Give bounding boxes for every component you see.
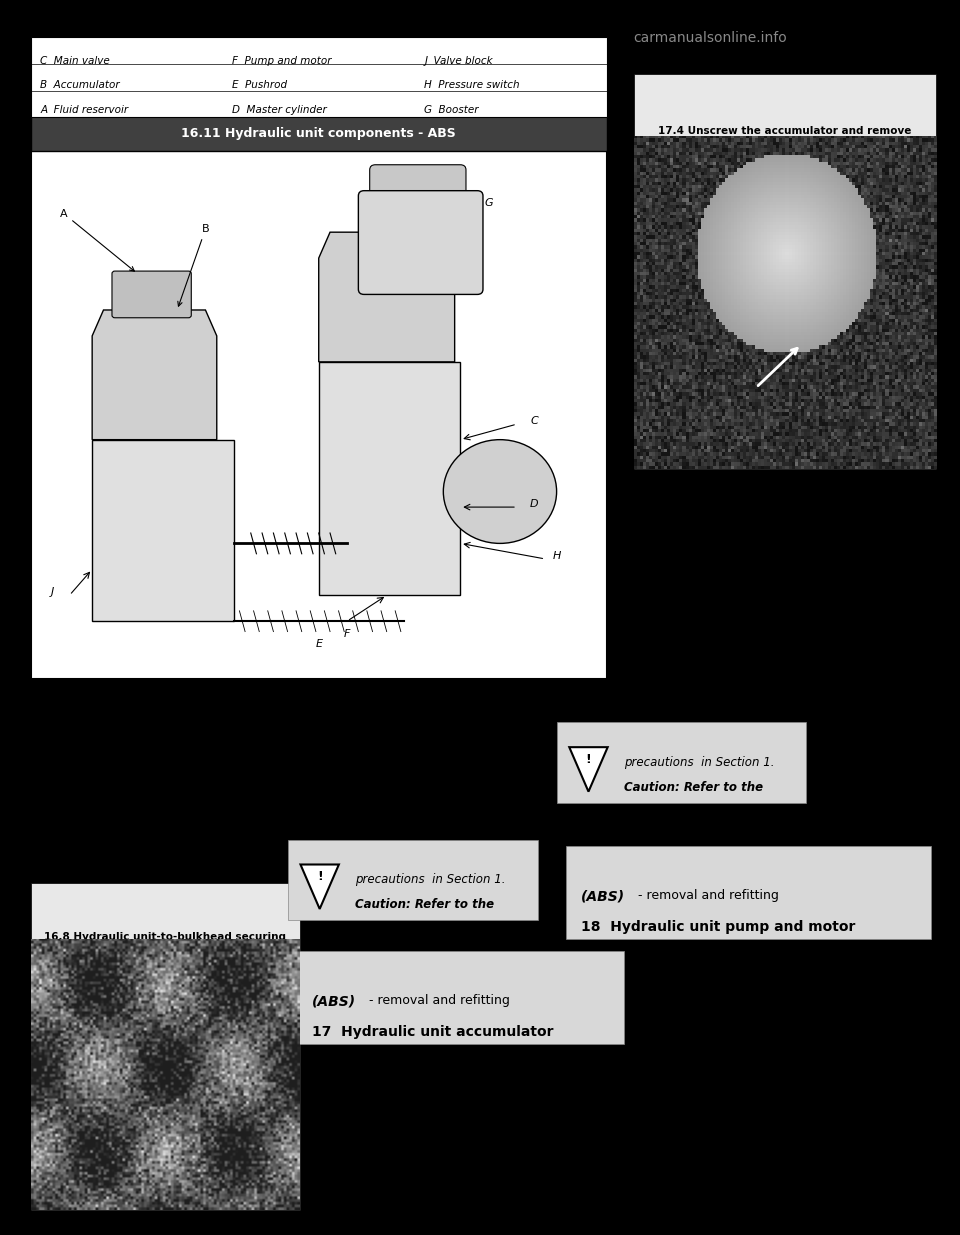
Text: E  Pushrod: E Pushrod xyxy=(232,80,287,90)
Text: precautions  in Section 1.: precautions in Section 1. xyxy=(355,873,506,887)
Text: 16.8 Hydraulic unit-to-bulkhead securing
nuts (arrowed) - ABS: 16.8 Hydraulic unit-to-bulkhead securing… xyxy=(44,932,286,953)
Text: A  Fluid reservoir: A Fluid reservoir xyxy=(40,105,129,115)
Text: 17.4 Unscrew the accumulator and remove
it, noting the O-ring (arrowed): 17.4 Unscrew the accumulator and remove … xyxy=(659,126,911,147)
Text: C  Main valve: C Main valve xyxy=(40,56,110,65)
FancyBboxPatch shape xyxy=(31,116,607,151)
FancyBboxPatch shape xyxy=(634,74,936,469)
Text: H  Pressure switch: H Pressure switch xyxy=(424,80,520,90)
Text: J  Valve block: J Valve block xyxy=(424,56,492,65)
Text: (ABS): (ABS) xyxy=(312,994,356,1008)
Text: !: ! xyxy=(317,871,323,883)
Text: G  Booster: G Booster xyxy=(424,105,479,115)
FancyBboxPatch shape xyxy=(288,840,538,920)
FancyBboxPatch shape xyxy=(31,148,607,679)
Text: (ABS): (ABS) xyxy=(581,889,625,903)
Text: - removal and refitting: - removal and refitting xyxy=(365,994,510,1008)
Polygon shape xyxy=(300,864,339,909)
Text: D  Master cylinder: D Master cylinder xyxy=(232,105,327,115)
Text: - removal and refitting: - removal and refitting xyxy=(634,889,779,903)
FancyBboxPatch shape xyxy=(31,37,607,117)
Text: precautions  in Section 1.: precautions in Section 1. xyxy=(624,756,775,769)
FancyBboxPatch shape xyxy=(298,951,624,1044)
Text: B  Accumulator: B Accumulator xyxy=(40,80,120,90)
Text: carmanualsonline.info: carmanualsonline.info xyxy=(634,31,787,44)
Text: 16.11 Hydraulic unit components - ABS: 16.11 Hydraulic unit components - ABS xyxy=(181,127,456,140)
Text: Caution: Refer to the: Caution: Refer to the xyxy=(624,781,763,794)
FancyBboxPatch shape xyxy=(566,846,931,939)
FancyBboxPatch shape xyxy=(557,722,806,803)
Text: 18  Hydraulic unit pump and motor: 18 Hydraulic unit pump and motor xyxy=(581,920,855,934)
FancyBboxPatch shape xyxy=(31,883,300,1210)
Text: Caution: Refer to the: Caution: Refer to the xyxy=(355,898,494,911)
Text: 17  Hydraulic unit accumulator: 17 Hydraulic unit accumulator xyxy=(312,1025,554,1039)
Text: F  Pump and motor: F Pump and motor xyxy=(232,56,332,65)
Text: !: ! xyxy=(586,753,591,766)
Polygon shape xyxy=(569,747,608,792)
